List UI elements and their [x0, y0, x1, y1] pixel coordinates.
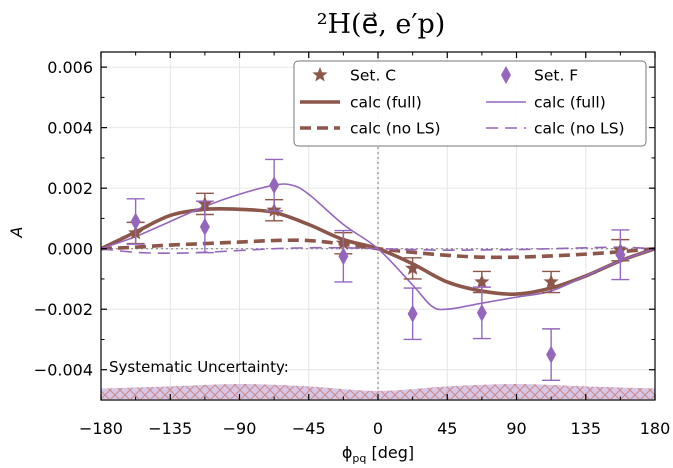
y-tick-label: 0.006 [47, 58, 93, 77]
y-tick-label: 0.002 [47, 179, 93, 198]
diamond-marker [546, 345, 557, 364]
y-tick-label: 0.000 [47, 240, 93, 259]
set-f-point [334, 229, 353, 283]
data-points [126, 158, 630, 382]
set-c-point [403, 257, 422, 280]
legend-label: calc (full) [534, 94, 606, 112]
star-marker [474, 273, 490, 289]
diamond-marker [130, 212, 141, 231]
legend-diamond-marker [501, 66, 511, 84]
diamond-marker [338, 247, 349, 266]
x-tick-label: 0 [373, 419, 383, 438]
star-marker [543, 273, 559, 289]
y-axis-label: A [7, 227, 26, 239]
x-tick-label: −180 [79, 419, 123, 438]
legend-label: calc (full) [350, 94, 422, 112]
x-tick-label: 180 [640, 419, 671, 438]
x-tick-label: 90 [506, 419, 526, 438]
x-tick-label: 45 [437, 419, 457, 438]
y-tick-label: −0.002 [34, 300, 93, 319]
legend-label: Set. C [350, 67, 396, 85]
legend-star-marker [312, 67, 328, 82]
set-f-point [195, 200, 214, 254]
legend-box [293, 60, 647, 147]
set-f-point [126, 198, 145, 245]
set-f-point [542, 328, 561, 382]
chart-title: ²H(e⃗, e′p) [317, 9, 446, 40]
x-tick-label: 135 [570, 419, 601, 438]
legend-label: calc (no LS) [350, 120, 441, 138]
set-f-point [403, 287, 422, 341]
y-tick-label: 0.004 [47, 119, 93, 138]
legend-label: calc (no LS) [534, 120, 625, 138]
systematic-label: Systematic Uncertainty: [109, 358, 289, 376]
set-c-point [542, 270, 561, 294]
set-f-point [611, 229, 630, 281]
star-marker [405, 260, 421, 275]
x-axis-label: ϕpq [deg] [342, 443, 414, 465]
x-tick-label: −45 [292, 419, 326, 438]
curve-dashed-thin [101, 246, 655, 255]
x-tick-label: −135 [148, 419, 192, 438]
x-tick-label: −90 [223, 419, 257, 438]
axis-ticks: −180 −135 −90 −45 0 45 90 135 180 −0.004 −0.002 0.0… [34, 52, 670, 438]
diamond-marker [199, 217, 210, 236]
diamond-marker [269, 176, 280, 195]
legend-label: Set. F [534, 67, 578, 85]
diamond-marker [615, 245, 626, 264]
diamond-marker [407, 304, 418, 323]
diamond-marker [476, 303, 487, 322]
set-f-point [265, 158, 284, 212]
legend: Set. C calc (full) calc (no LS) Set. F calc … [293, 60, 647, 147]
y-tick-label: −0.004 [34, 361, 93, 380]
set-f-point [472, 286, 491, 340]
